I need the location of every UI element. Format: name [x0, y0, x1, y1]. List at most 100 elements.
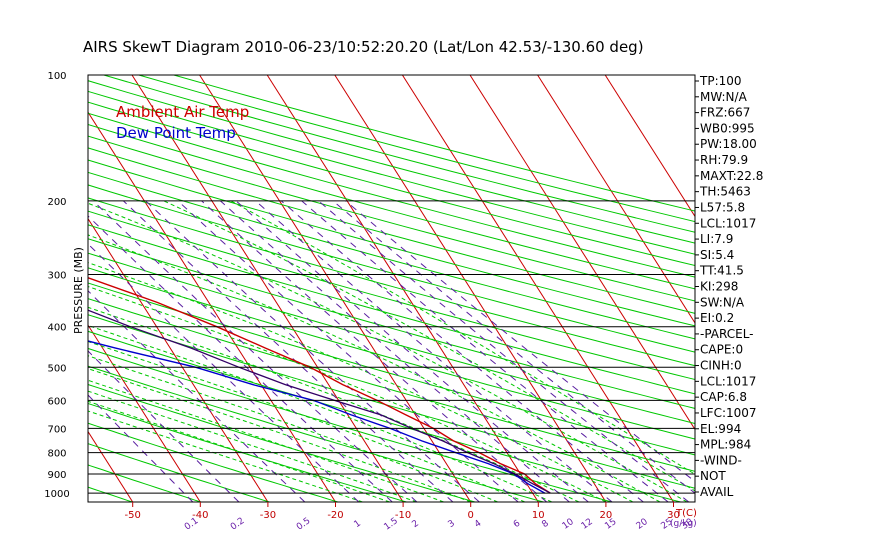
bottom-temperature-tick-label: -10 [395, 510, 411, 521]
index-label: EI:0.2 [700, 311, 734, 325]
isotherm-line [469, 75, 695, 431]
index-label: RH:79.9 [700, 153, 748, 167]
legend-entry: Ambient Air Temp [116, 103, 249, 121]
index-label: EL:994 [700, 422, 741, 436]
pressure-tick-label: 400 [47, 323, 66, 334]
dry-adiabat-line [173, 75, 695, 212]
index-label: FRZ:667 [700, 106, 750, 120]
dry-adiabat-line [88, 184, 695, 353]
mixing-ratio-line [332, 200, 695, 494]
dry-adiabat-line [88, 224, 695, 395]
pressure-tick-label: 700 [47, 424, 66, 435]
bottom-temperature-tick-label: 10 [532, 510, 545, 521]
legend: Ambient Air Temp Dew Point Temp [116, 103, 249, 142]
dry-adiabat-line [88, 238, 695, 409]
isotherm-line [88, 324, 201, 502]
index-label: CINH:0 [700, 359, 742, 373]
air-temp-line [88, 277, 551, 494]
dew-point-line [88, 340, 546, 494]
dry-adiabat-line [88, 147, 695, 314]
dry-adiabat-line [88, 464, 201, 502]
moist-adiabat-line [163, 200, 695, 492]
mixing-ratio-tick-label: 10 [561, 517, 576, 532]
index-label: LCL:1017 [700, 374, 756, 388]
pressure-tick-label: 200 [47, 197, 66, 208]
isotherm-line [88, 111, 336, 502]
moist-adiabat-line [88, 390, 417, 502]
mixing-ratio-line [235, 200, 589, 502]
mixing-ratio-tick-label: 20 [635, 517, 650, 532]
dry-adiabat-line [88, 101, 695, 267]
index-label: LI:7.9 [700, 232, 733, 246]
pressure-lines: 100 200 300 400 500 600 700 800 900 1000 [44, 71, 695, 500]
index-label: NOT [700, 469, 726, 483]
pressure-tick-label: 900 [47, 470, 66, 481]
index-label: LCL:1017 [700, 216, 756, 230]
moist-adiabat-line [88, 379, 444, 502]
mixing-ratio-line [88, 215, 393, 502]
dry-adiabat-line [88, 443, 270, 502]
chart-title: AIRS SkewT Diagram 2010-06-23/10:52:20.2… [83, 38, 644, 56]
isotherm-line [0, 75, 65, 502]
index-label: TP:100 [699, 74, 742, 88]
index-label: CAPE:0 [700, 343, 743, 357]
dry-adiabat-line [88, 282, 695, 456]
mixing-ratio-line [301, 200, 669, 502]
mixing-ratio-tick-label: 12 [580, 517, 595, 532]
bottom-temperature-tick-label: 30 [667, 510, 680, 521]
isotherm-line [401, 75, 674, 502]
bottom-temperature-tick-label: -50 [125, 510, 141, 521]
mixing-ratio-line [318, 200, 690, 502]
profile-lines [88, 277, 551, 494]
dry-adiabat-line [88, 197, 695, 367]
dry-adiabat-line [88, 135, 695, 302]
plot-frame [87, 74, 696, 503]
dry-adiabat-line [88, 383, 476, 502]
mixing-ratio-tick-label: 4 [473, 518, 484, 530]
mixing-ratio-tick-label: 2 [411, 519, 421, 530]
dry-adiabat-line [88, 422, 339, 502]
pressure-tick-label: 300 [47, 271, 66, 282]
moist-adiabat-line [230, 200, 695, 475]
dry-adiabat-line [88, 267, 695, 440]
dry-adiabat-line [88, 90, 695, 255]
dry-adiabat-line [88, 112, 695, 278]
dry-adiabat-line [88, 171, 695, 340]
pressure-tick-label: 600 [47, 396, 66, 407]
mixing-ratio-tick-label: 1 [352, 519, 362, 530]
mixing-ratio-tick-label: 0.2 [229, 516, 246, 532]
mixing-ratio-line [177, 200, 519, 502]
dry-adiabat-line [88, 402, 407, 502]
mixing-ratio-line [280, 200, 644, 502]
moist-adiabat-line [88, 368, 471, 502]
mixing-ratio-line [255, 200, 613, 502]
frame-rect [87, 74, 696, 503]
mixing-ratio-tick-label: 3 [447, 519, 457, 530]
index-label: WB0:995 [700, 121, 755, 135]
dry-adiabat-line [88, 159, 695, 327]
index-label: PW:18.00 [700, 137, 757, 151]
bottom-temperature-tick-label: -30 [260, 510, 276, 521]
index-label: -PARCEL- [700, 327, 754, 341]
index-label: MPL:984 [700, 438, 751, 452]
index-label: L57:5.8 [700, 200, 745, 214]
mixing-ratio-line [145, 200, 480, 502]
isotherm-line [88, 217, 269, 502]
dry-adiabat-line [88, 210, 695, 381]
moist-adiabat-line [88, 306, 580, 502]
index-label: CAP:6.8 [700, 390, 747, 404]
legend-entry: Dew Point Temp [116, 124, 236, 142]
pressure-tick-label: 1000 [44, 489, 69, 500]
index-label: LFC:1007 [700, 406, 757, 420]
bottom-temperature-tick-label: 0 [468, 510, 474, 521]
moist-adiabat-line [88, 340, 526, 502]
bottom-temperature-tick-label: -20 [327, 510, 343, 521]
mixing-ratio-tick-label: 0.5 [295, 516, 312, 532]
index-label: TH:5463 [699, 185, 751, 199]
isotherm-line [88, 430, 134, 502]
pressure-tick-label: 100 [47, 71, 66, 82]
pressure-tick-label: 500 [47, 363, 66, 374]
index-label: SI:5.4 [700, 248, 734, 262]
